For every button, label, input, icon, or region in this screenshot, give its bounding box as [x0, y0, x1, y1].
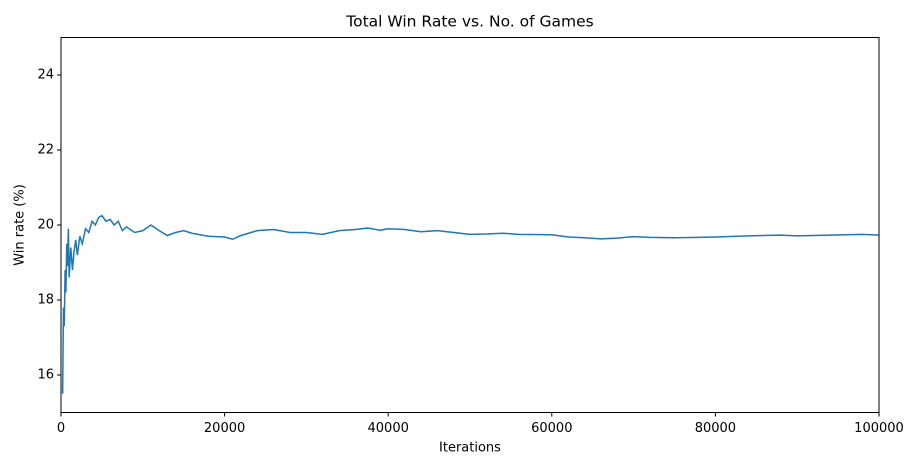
y-tick-label: 18 — [37, 293, 54, 308]
x-tick-label: 20000 — [204, 421, 245, 436]
plot-frame — [60, 37, 880, 413]
x-tick-label: 40000 — [368, 421, 409, 436]
data-line — [61, 214, 879, 394]
x-tick-label: 60000 — [531, 421, 572, 436]
y-tick-label: 20 — [37, 218, 54, 233]
x-tick-label: 0 — [57, 421, 65, 436]
y-tick-label: 16 — [37, 368, 54, 383]
y-tick-label: 22 — [37, 143, 54, 158]
y-axis-label: Win rate (%) — [13, 184, 28, 266]
x-tick-label: 100000 — [854, 421, 904, 436]
y-tick-label: 24 — [37, 68, 54, 83]
chart-title: Total Win Rate vs. No. of Games — [345, 13, 594, 31]
x-tick-label: 80000 — [695, 421, 736, 436]
x-axis-label: Iterations — [439, 441, 501, 456]
